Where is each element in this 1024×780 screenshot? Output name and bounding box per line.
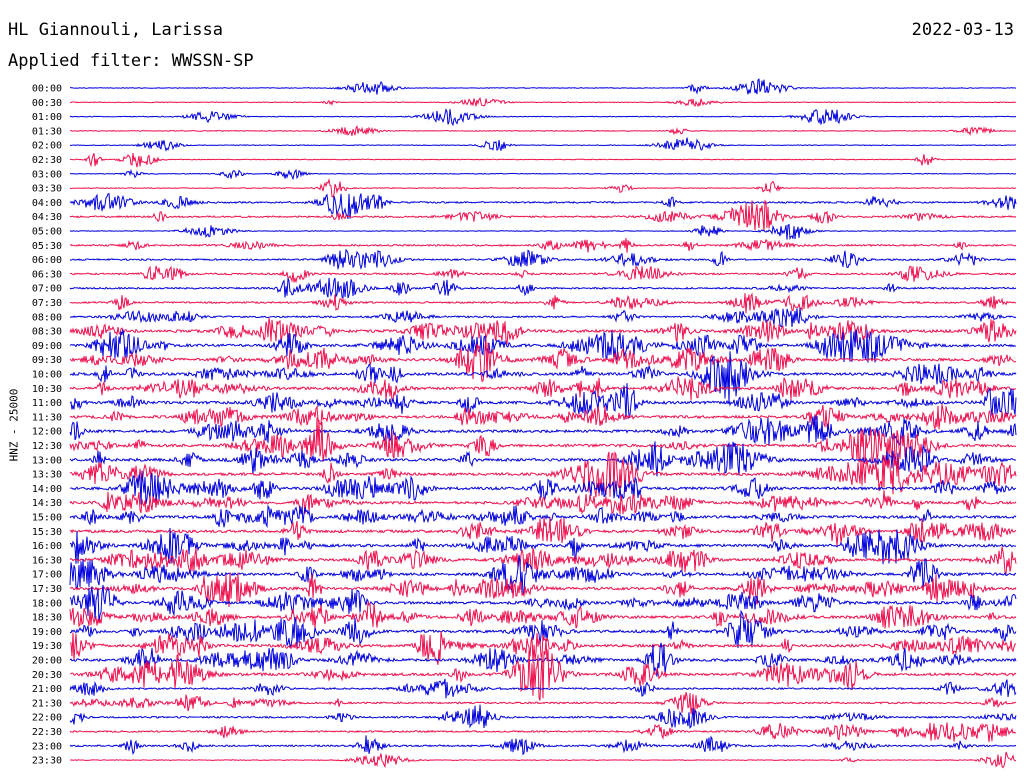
- hour-tick-label: 04:30: [32, 212, 62, 223]
- hour-tick-label: 15:00: [32, 513, 62, 524]
- trace-line: [69, 692, 1017, 716]
- hour-tick-label: 13:00: [32, 455, 62, 466]
- hour-tick-label: 05:00: [32, 227, 62, 238]
- trace-line: [69, 735, 1017, 756]
- trace-line: [69, 639, 1017, 701]
- trace-line: [69, 223, 1017, 241]
- trace-line: [69, 490, 1017, 515]
- trace-line: [69, 307, 1017, 328]
- hour-tick-label: 09:30: [32, 355, 62, 366]
- hour-tick-label: 21:30: [32, 698, 62, 709]
- trace-line: [69, 338, 1017, 383]
- hour-tick-label: 13:30: [32, 470, 62, 481]
- hour-tick-label: 19:00: [32, 627, 62, 638]
- hour-tick-label: 04:00: [32, 198, 62, 209]
- hour-tick-label: 20:00: [32, 656, 62, 667]
- hour-tick-label: 17:30: [32, 584, 62, 595]
- trace-line: [69, 192, 1017, 219]
- hour-tick-label: 15:30: [32, 527, 62, 538]
- trace-line: [69, 383, 1017, 420]
- trace-line: [69, 527, 1017, 565]
- hour-tick-label: 10:00: [32, 370, 62, 381]
- trace-line: [69, 108, 1017, 127]
- hour-tick-label: 01:00: [32, 112, 62, 123]
- hour-tick-label: 18:30: [32, 613, 62, 624]
- hour-tick-label: 21:00: [32, 684, 62, 695]
- hour-tick-label: 06:00: [32, 255, 62, 266]
- trace-line: [69, 678, 1017, 699]
- trace-line: [69, 572, 1017, 608]
- hour-tick-label: 19:30: [32, 641, 62, 652]
- hour-tick-label: 03:00: [32, 169, 62, 180]
- trace-line: [69, 178, 1017, 198]
- trace-line: [69, 238, 1017, 253]
- hour-tick-label: 08:00: [32, 312, 62, 323]
- hour-tick-label: 06:30: [32, 269, 62, 280]
- trace-line: [69, 265, 1017, 284]
- hour-tick-label: 20:30: [32, 670, 62, 681]
- hour-tick-label: 00:30: [32, 98, 62, 109]
- hour-tick-label: 11:00: [32, 398, 62, 409]
- hour-tick-label: 11:30: [32, 412, 62, 423]
- trace-line: [69, 546, 1017, 575]
- hour-tick-label: 23:00: [32, 741, 62, 752]
- trace-line: [69, 292, 1017, 314]
- trace-line: [69, 351, 1017, 404]
- hour-tick-label: 05:30: [32, 241, 62, 252]
- trace-line: [69, 152, 1017, 168]
- trace-line: [69, 125, 1017, 137]
- trace-line: [69, 722, 1017, 743]
- trace-line: [69, 441, 1017, 477]
- trace-line: [69, 168, 1017, 181]
- trace-line: [69, 317, 1017, 345]
- hour-tick-label: 22:30: [32, 727, 62, 738]
- trace-line: [69, 470, 1017, 505]
- hour-tick-label: 18:00: [32, 598, 62, 609]
- trace-line: [69, 751, 1017, 769]
- hour-tick-label: 07:30: [32, 298, 62, 309]
- trace-line: [69, 704, 1017, 729]
- trace-line: [69, 415, 1017, 447]
- trace-line: [69, 329, 1017, 363]
- trace-line: [69, 404, 1017, 431]
- filter-label: Applied filter: WWSSN-SP: [8, 51, 254, 71]
- hour-tick-label: 16:30: [32, 555, 62, 566]
- hour-tick-label: 14:30: [32, 498, 62, 509]
- hour-tick-label: 08:30: [32, 327, 62, 338]
- trace-line: [69, 199, 1017, 232]
- trace-line: [69, 451, 1017, 498]
- hour-tick-label: 09:00: [32, 341, 62, 352]
- hour-tick-label: 12:30: [32, 441, 62, 452]
- trace-line: [69, 601, 1017, 629]
- trace-line: [70, 137, 1017, 152]
- trace-line: [69, 376, 1017, 402]
- hour-tick-label: 23:30: [32, 756, 62, 767]
- trace-line: [69, 584, 1017, 624]
- trace-line: [69, 516, 1017, 546]
- hour-tick-label: 14:00: [32, 484, 62, 495]
- trace-line: [69, 248, 1017, 271]
- trace-line: [69, 277, 1017, 300]
- record-date: 2022-03-13: [911, 20, 1014, 40]
- hour-tick-label: 07:00: [32, 284, 62, 295]
- hour-tick-label: 17:00: [32, 570, 62, 581]
- trace-line: [69, 504, 1017, 529]
- hour-tick-label: 10:30: [32, 384, 62, 395]
- trace-line: [69, 555, 1017, 595]
- hour-tick-label: 22:00: [32, 713, 62, 724]
- station-title: HL Giannouli, Larissa: [8, 20, 223, 40]
- hour-tick-label: 01:30: [32, 126, 62, 137]
- hour-tick-label: 02:00: [32, 141, 62, 152]
- trace-line: [69, 417, 1017, 465]
- trace-line: [69, 642, 1017, 677]
- hour-tick-label: 02:30: [32, 155, 62, 166]
- hour-tick-label: 03:30: [32, 184, 62, 195]
- hour-tick-label: 16:00: [32, 541, 62, 552]
- trace-line: [69, 96, 1017, 108]
- trace-line: [69, 631, 1016, 665]
- trace-line: [69, 78, 1017, 95]
- hour-tick-label: 12:00: [32, 427, 62, 438]
- hour-tick-label: 00:00: [32, 84, 62, 95]
